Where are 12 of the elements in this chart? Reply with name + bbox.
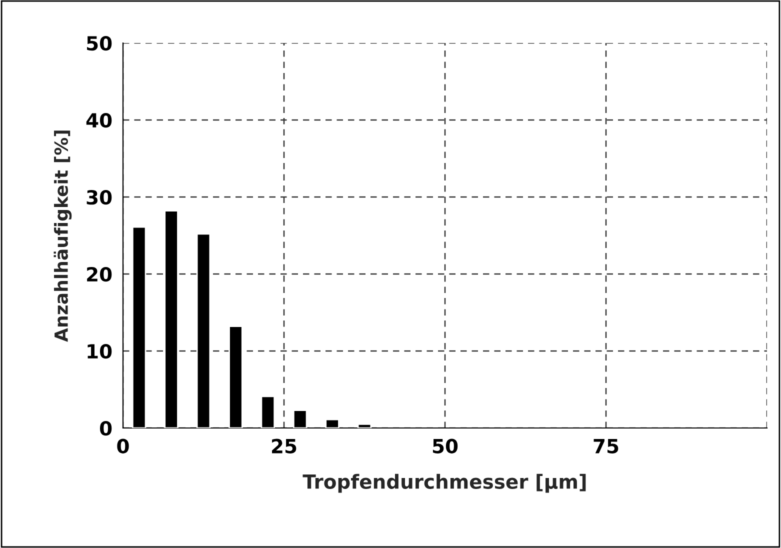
x-axis-title: Tropfendurchmesser [μm] (302, 474, 586, 493)
x-tick-label: 0 (117, 438, 129, 454)
y-tick-label: 50 (87, 36, 112, 51)
y-tick-label: 10 (88, 344, 112, 359)
y-axis-title: Anzahlhäufigkeit [%] (54, 130, 72, 342)
x-tick-label: 50 (432, 438, 458, 454)
x-tick-label: 25 (272, 438, 296, 454)
x-tick-label: 75 (594, 439, 618, 454)
y-tick-label: 0 (100, 420, 112, 436)
y-tick-label: 30 (86, 190, 112, 205)
y-tick-label: 20 (87, 266, 112, 282)
y-tick-label: 40 (86, 112, 112, 128)
